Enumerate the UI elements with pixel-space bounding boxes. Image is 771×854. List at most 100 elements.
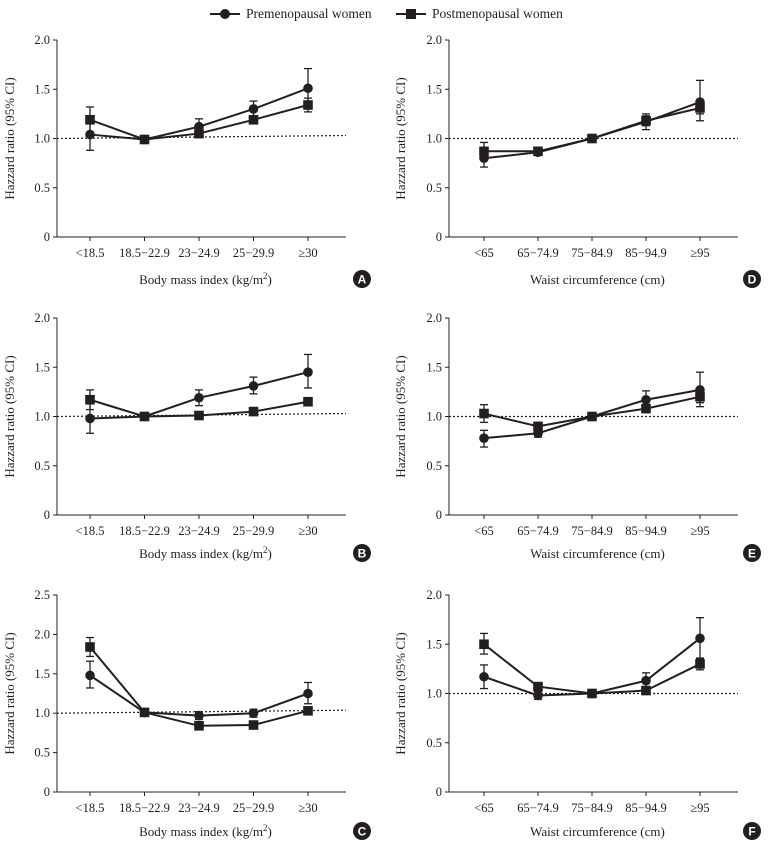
series-postmenopausal — [85, 389, 313, 422]
x-tick-label: <65 — [474, 524, 494, 538]
data-point-circle — [303, 688, 313, 699]
x-tick-label: ≥95 — [690, 246, 709, 260]
x-tick-label: 85−94.9 — [625, 246, 666, 260]
chart-panels: 0 0.5 1.0 1.5 2.0 <18.5 18.5−22.9 23−24.9 25−29.… — [2, 33, 761, 840]
y-tick-label: 2.0 — [34, 33, 50, 47]
data-point-square — [303, 396, 313, 407]
series-line — [483, 637, 701, 697]
x-axis-title-end: ) — [268, 824, 272, 839]
data-point-square — [587, 411, 597, 422]
y-tick-label: 2.5 — [34, 588, 50, 602]
y-axis-title: Hazzard ratio (95% CI) — [2, 632, 17, 754]
data-point-square — [641, 115, 651, 126]
x-axis-title-superscript: 2 — [263, 545, 268, 555]
x-axis-title: Body mass index (kg/m2) — [139, 545, 272, 561]
x-tick-label: 23−24.9 — [178, 801, 219, 815]
data-point-square — [587, 133, 597, 144]
data-point-circle — [248, 104, 259, 114]
x-tick-label: <18.5 — [76, 524, 105, 538]
x-tick-label: 18.5−22.9 — [119, 246, 170, 260]
x-axis-title-main: Waist circumference (cm) — [530, 824, 665, 839]
panel-badge-circle — [353, 822, 371, 840]
x-axis-title-superscript: 2 — [263, 823, 268, 833]
data-point-square — [139, 411, 150, 422]
x-tick-label: 85−94.9 — [625, 801, 666, 815]
data-point-square — [303, 100, 313, 110]
x-axis-title: Waist circumference (cm) — [530, 546, 665, 561]
data-point-square — [85, 394, 95, 405]
y-tick-label: 0 — [436, 230, 442, 244]
data-point-square — [479, 408, 489, 419]
data-point-circle — [641, 394, 651, 405]
series-premenopausal — [85, 353, 313, 434]
series-premenopausal — [479, 617, 705, 701]
data-point-square — [85, 642, 95, 652]
x-tick-label: ≥30 — [298, 524, 317, 538]
y-tick-label: 0 — [44, 785, 50, 799]
data-point-square — [695, 103, 705, 113]
data-point-circle — [695, 633, 705, 644]
x-tick-label: ≥95 — [690, 524, 709, 538]
panel-badge-circle — [743, 544, 761, 562]
x-axis-title-main: Waist circumference (cm) — [530, 546, 665, 561]
data-point-circle — [641, 675, 651, 686]
data-point-circle — [85, 670, 95, 681]
data-point-circle — [248, 708, 259, 718]
data-point-square — [194, 721, 204, 731]
y-tick-label: 1.5 — [34, 360, 50, 374]
series-postmenopausal — [479, 101, 705, 159]
panel-badge: A — [353, 270, 371, 288]
x-tick-label: 85−94.9 — [625, 524, 666, 538]
y-tick-label: 1.0 — [34, 132, 50, 146]
x-tick-label: <65 — [474, 801, 494, 815]
legend-item-postmenopausal: Postmenopausal women — [396, 6, 563, 21]
y-tick-label: 1.5 — [34, 667, 50, 681]
panel-badge: D — [743, 270, 761, 288]
y-axis-title: Hazzard ratio (95% CI) — [2, 77, 17, 199]
panel-c: 0 0.5 1.0 1.5 2.0 2.5 <18.5 18.5−22.9 23−24.9 25−… — [2, 588, 371, 840]
series-line — [483, 643, 701, 695]
x-axis-title: Body mass index (kg/m2) — [139, 271, 272, 287]
y-tick-label: 1.5 — [426, 360, 442, 374]
data-point-circle — [194, 710, 204, 721]
panel-d: 0 0.5 1.0 1.5 2.0 <65 65−74.9 75−84.9 85−94.9 ≥95… — [393, 33, 761, 288]
panel-badge-label: A — [358, 272, 367, 286]
panel-f: 0 0.5 1.0 1.5 2.0 <65 65−74.9 75−84.9 85−94.9 ≥95… — [393, 588, 761, 840]
data-point-circle — [533, 690, 543, 701]
y-tick-label: 0 — [436, 785, 442, 799]
panel-badge-label: B — [358, 546, 367, 560]
x-tick-label: 65−74.9 — [517, 524, 558, 538]
y-tick-label: 0.5 — [426, 459, 442, 473]
y-tick-label: 0.5 — [426, 181, 442, 195]
y-tick-label: 1.0 — [426, 687, 442, 701]
x-tick-label: 25−29.9 — [233, 801, 274, 815]
data-point-circle — [85, 413, 95, 424]
panel-badge-label: E — [748, 546, 756, 560]
y-axis-title: Hazzard ratio (95% CI) — [2, 355, 17, 477]
data-point-square — [139, 707, 150, 718]
data-point-square — [533, 421, 543, 432]
y-tick-label: 1.5 — [426, 82, 442, 96]
x-axis-title-superscript: 2 — [263, 271, 268, 281]
y-tick-label: 1.0 — [426, 410, 442, 424]
data-point-square — [479, 639, 489, 650]
panel-a: 0 0.5 1.0 1.5 2.0 <18.5 18.5−22.9 23−24.9 25−29.… — [2, 33, 371, 288]
x-tick-label: <18.5 — [76, 801, 105, 815]
y-tick-label: 1.5 — [34, 82, 50, 96]
legend-item-premenopausal: Premenopausal women — [210, 6, 372, 21]
x-axis-title-end: ) — [268, 272, 272, 287]
legend: Premenopausal women Postmenopausal women — [210, 6, 563, 21]
data-point-square — [303, 706, 313, 716]
x-axis-title-main: Body mass index (kg/m — [139, 824, 263, 839]
y-tick-label: 1.0 — [34, 410, 50, 424]
data-point-square — [533, 681, 543, 692]
y-tick-label: 0.5 — [34, 746, 50, 760]
series-line — [89, 674, 309, 717]
x-tick-label: 23−24.9 — [178, 246, 219, 260]
data-point-square — [695, 392, 705, 402]
data-point-square — [695, 659, 705, 669]
y-tick-label: 0.5 — [34, 459, 50, 473]
panel-badge-label: C — [358, 824, 367, 838]
series-premenopausal — [479, 79, 705, 168]
